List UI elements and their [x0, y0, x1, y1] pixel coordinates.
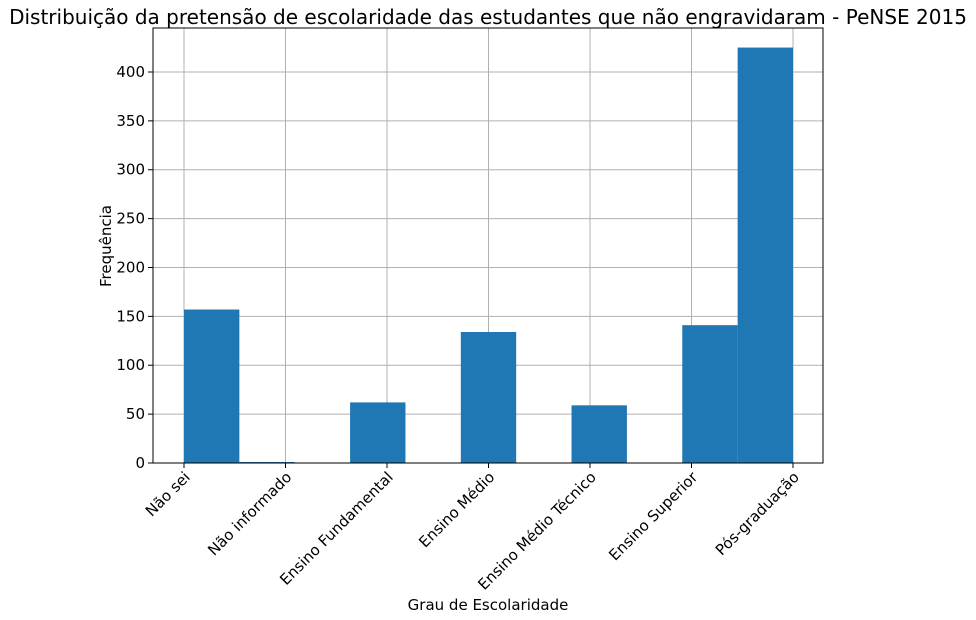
x-tick-label: Ensino Superior — [605, 468, 702, 565]
bar — [350, 402, 406, 463]
y-tick-label: 300 — [116, 161, 145, 179]
x-tick-label: Ensino Fundamental — [276, 468, 397, 589]
bar — [571, 405, 627, 463]
y-tick-label: 250 — [116, 210, 145, 228]
bar — [460, 332, 517, 463]
bar — [737, 47, 793, 463]
x-axis-label: Grau de Escolaridade — [408, 596, 569, 614]
bar — [184, 309, 240, 463]
y-tick-label: 350 — [116, 112, 145, 130]
y-axis-label: Frequência — [97, 205, 115, 287]
y-tick-label: 50 — [126, 405, 145, 423]
chart-title: Distribuição da pretensão de escolaridad… — [9, 5, 967, 29]
x-tick-label: Não informado — [204, 468, 295, 559]
x-tick-label: Ensino Médio Técnico — [474, 468, 599, 593]
x-tick-label: Pós-graduação — [712, 468, 803, 559]
y-tick-label: 0 — [135, 454, 145, 472]
y-tick-label: 100 — [116, 356, 145, 374]
grid-layer — [153, 28, 823, 464]
bar-layer — [184, 47, 793, 463]
x-tick-label: Ensino Médio — [415, 468, 498, 551]
y-tick-label: 400 — [116, 63, 145, 81]
bar — [682, 325, 738, 463]
y-tick-label: 200 — [116, 258, 145, 276]
x-tick-label: Não sei — [142, 468, 194, 520]
y-tick-label: 150 — [116, 307, 145, 325]
